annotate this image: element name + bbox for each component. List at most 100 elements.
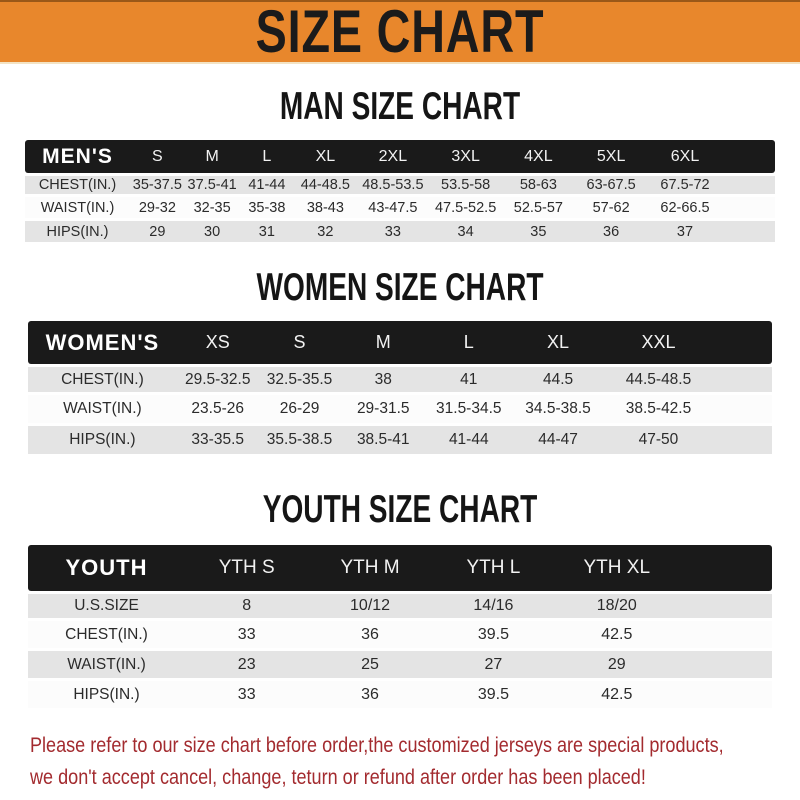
size-value-cell: 44-47 xyxy=(511,426,605,457)
size-value-cell: 29 xyxy=(130,221,185,245)
row-spacer xyxy=(712,364,772,395)
size-chart-banner: SIZE CHART xyxy=(0,0,800,64)
size-column-header: YTH L xyxy=(466,557,521,578)
row-label: WAIST(IN.) xyxy=(28,651,186,681)
size-value-cell: 35.5-38.5 xyxy=(258,426,341,457)
row-label: CHEST(IN.) xyxy=(28,364,177,395)
band-spacer xyxy=(723,140,776,173)
table-row: HIPS(IN.) 29 30 31 32 33 34 35 36 37 xyxy=(25,221,775,245)
row-label: HIPS(IN.) xyxy=(25,221,130,245)
row-spacer xyxy=(678,591,772,621)
size-column-header: YTH S xyxy=(218,557,275,578)
size-value-cell: 67.5-72 xyxy=(647,173,723,197)
size-value-cell: 53.5-58 xyxy=(429,173,502,197)
table-row: CHEST(IN.) 33 36 39.5 42.5 xyxy=(28,621,772,651)
size-value-cell: 23 xyxy=(185,651,309,681)
size-value-cell: 41-44 xyxy=(239,173,295,197)
size-value-cell: 27 xyxy=(431,651,556,681)
row-label: U.S.SIZE xyxy=(28,591,186,621)
size-value-cell: 29.5-32.5 xyxy=(176,364,259,395)
size-value-cell: 31.5-34.5 xyxy=(426,395,512,426)
youth-section-title: YOUTH SIZE CHART xyxy=(262,486,538,531)
size-value-cell: 62-66.5 xyxy=(647,197,723,221)
size-value-cell: 10/12 xyxy=(308,591,432,621)
size-value-cell: 43-47.5 xyxy=(356,197,430,221)
size-value-cell: 32-35 xyxy=(184,197,240,221)
disclaimer-line-1: Please refer to our size chart before or… xyxy=(30,733,724,757)
table-row: HIPS(IN.) 33-35.5 35.5-38.5 38.5-41 41-44 44-… xyxy=(28,426,772,457)
size-column-header: XXL xyxy=(641,332,676,352)
size-column-header: XS xyxy=(205,332,230,352)
women-section-title: WOMEN SIZE CHART xyxy=(256,264,544,309)
youth-size-table: YOUTH YTH S YTH M YTH L YTH XL U.S.SIZE 8 10/12… xyxy=(28,545,772,711)
size-value-cell: 36 xyxy=(308,681,432,711)
size-value-cell: 34.5-38.5 xyxy=(511,395,605,426)
size-value-cell: 29-32 xyxy=(130,197,185,221)
size-column-header: XL xyxy=(315,147,336,165)
row-label: CHEST(IN.) xyxy=(28,621,186,651)
size-value-cell: 34 xyxy=(429,221,502,245)
size-value-cell: 38-43 xyxy=(294,197,357,221)
size-value-cell: 32 xyxy=(294,221,357,245)
size-column-header: L xyxy=(262,147,272,165)
row-label: CHEST(IN.) xyxy=(25,173,130,197)
row-label: WAIST(IN.) xyxy=(25,197,130,221)
row-spacer xyxy=(678,651,772,681)
size-value-cell: 35-38 xyxy=(239,197,295,221)
size-value-cell: 57-62 xyxy=(574,197,648,221)
row-spacer xyxy=(722,221,775,245)
size-value-cell: 32.5-35.5 xyxy=(258,364,341,395)
size-value-cell: 8 xyxy=(185,591,309,621)
size-column-header: YTH M xyxy=(340,557,400,578)
size-value-cell: 41 xyxy=(426,364,512,395)
size-value-cell: 38 xyxy=(340,364,426,395)
row-spacer xyxy=(678,621,772,651)
row-spacer xyxy=(712,395,772,426)
size-value-cell: 18/20 xyxy=(555,591,679,621)
size-column-header: 4XL xyxy=(524,147,553,165)
size-value-cell: 37 xyxy=(647,221,723,245)
size-value-cell: 47-50 xyxy=(604,426,713,457)
size-value-cell: 47.5-52.5 xyxy=(429,197,502,221)
size-value-cell: 29 xyxy=(555,651,679,681)
size-column-header: 3XL xyxy=(451,147,480,165)
table-row: CHEST(IN.) 35-37.5 37.5-41 41-44 44-48.5 48.5… xyxy=(25,173,775,197)
row-spacer xyxy=(678,681,772,711)
size-value-cell: 39.5 xyxy=(431,681,556,711)
banner-title: SIZE CHART xyxy=(255,0,545,66)
size-value-cell: 63-67.5 xyxy=(574,173,648,197)
size-column-header: M xyxy=(375,332,391,352)
size-value-cell: 26-29 xyxy=(258,395,341,426)
band-spacer xyxy=(712,321,772,364)
row-label: WAIST(IN.) xyxy=(28,395,177,426)
size-value-cell: 29-31.5 xyxy=(340,395,426,426)
table-row: WAIST(IN.) 29-32 32-35 35-38 38-43 43-47.5 47.… xyxy=(25,197,775,221)
man-section-title: MAN SIZE CHART xyxy=(279,83,521,128)
size-value-cell: 39.5 xyxy=(431,621,556,651)
size-value-cell: 14/16 xyxy=(431,591,556,621)
table-corner-label: YOUTH xyxy=(65,555,148,580)
table-header-band: MEN'S S M L XL 2XL 3XL 4XL 5XL 6XL xyxy=(25,140,775,173)
table-row: WAIST(IN.) 23.5-26 26-29 29-31.5 31.5-34.5 34… xyxy=(28,395,772,426)
size-column-header: M xyxy=(205,147,219,165)
row-label: HIPS(IN.) xyxy=(28,426,177,457)
table-row: U.S.SIZE 8 10/12 14/16 18/20 xyxy=(28,591,772,621)
size-value-cell: 44-48.5 xyxy=(294,173,357,197)
size-value-cell: 36 xyxy=(574,221,648,245)
size-value-cell: 31 xyxy=(239,221,295,245)
size-value-cell: 42.5 xyxy=(555,621,679,651)
size-value-cell: 38.5-41 xyxy=(340,426,426,457)
women-size-table: WOMEN'S XS S M L XL XXL CHEST(IN.) 29.5-32.5 32.5… xyxy=(28,321,772,457)
row-spacer xyxy=(722,197,775,221)
table-corner-label: WOMEN'S xyxy=(45,329,160,355)
size-value-cell: 37.5-41 xyxy=(184,173,240,197)
size-value-cell: 23.5-26 xyxy=(176,395,259,426)
size-value-cell: 48.5-53.5 xyxy=(356,173,430,197)
row-spacer xyxy=(712,426,772,457)
table-corner-label: MEN'S xyxy=(42,144,113,168)
man-section-heading: MAN SIZE CHART xyxy=(0,86,800,126)
size-column-header: L xyxy=(463,332,474,352)
disclaimer-line-2: we don't accept cancel, change, teturn o… xyxy=(30,765,646,790)
table-row: WAIST(IN.) 23 25 27 29 xyxy=(28,651,772,681)
size-column-header: S xyxy=(152,147,163,165)
